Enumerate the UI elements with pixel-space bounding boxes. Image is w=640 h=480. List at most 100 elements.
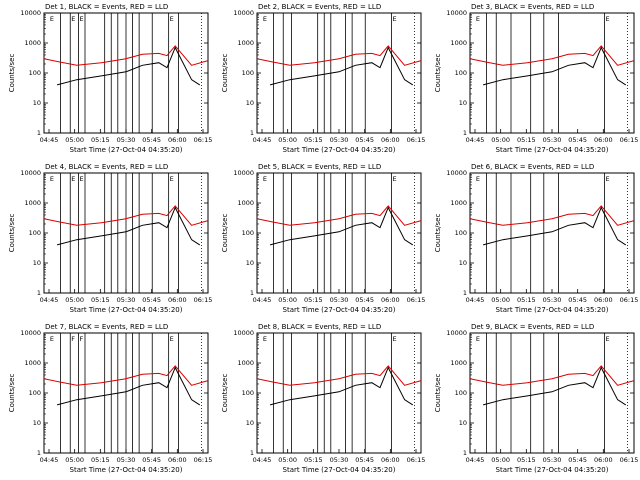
flag-label: E [71, 175, 75, 183]
panel-title: Det 7, BLACK = Events, RED = LLD [45, 323, 168, 331]
x-tick-label: 05:15 [517, 456, 536, 464]
events-series-line [56, 366, 201, 406]
detector-panel: E F F E 1 10 100 1000 10000 04:45 05:00 05:15 05:30 0… [8, 323, 212, 474]
lld-series-line [256, 205, 422, 226]
y-tick-label: 1 [250, 289, 254, 297]
x-tick-label: 06:15 [407, 136, 426, 144]
x-tick-label: 05:15 [91, 456, 110, 464]
y-tick-label: 10000 [233, 9, 254, 17]
y-tick-label: 100 [455, 389, 467, 397]
y-axis-label: Counts/sec [8, 374, 16, 413]
y-tick-label: 10000 [233, 329, 254, 337]
x-tick-label: 05:00 [278, 456, 297, 464]
panel-title: Det 6, BLACK = Events, RED = LLD [471, 163, 594, 171]
y-tick-label: 10 [33, 259, 41, 267]
x-tick-label: 05:15 [304, 136, 323, 144]
y-tick-label: 1000 [24, 199, 41, 207]
lld-series-line [469, 45, 635, 66]
detector-panel: E E 1 10 100 1000 10000 04:45 05:00 05:15 05:30 05:… [434, 3, 638, 154]
x-tick-label: 04:45 [466, 136, 485, 144]
y-tick-label: 1000 [237, 359, 254, 367]
detector-panel: E E 1 10 100 1000 10000 04:45 05:00 05:15 05:30 05:… [434, 163, 638, 314]
x-tick-label: 04:45 [253, 136, 272, 144]
flag-label: E [170, 335, 174, 343]
x-tick-label: 06:15 [407, 456, 426, 464]
x-tick-label: 06:15 [620, 296, 639, 304]
y-tick-label: 100 [29, 69, 41, 77]
lld-series-line [256, 365, 422, 386]
x-tick-label: 06:00 [168, 296, 187, 304]
events-series-line [482, 46, 627, 86]
x-tick-label: 05:45 [142, 456, 161, 464]
x-tick-label: 05:45 [355, 136, 374, 144]
x-tick-label: 05:00 [491, 136, 510, 144]
events-series-line [482, 206, 627, 246]
x-tick-label: 05:00 [65, 136, 84, 144]
y-tick-label: 100 [455, 229, 467, 237]
x-tick-label: 05:30 [330, 296, 349, 304]
x-tick-label: 05:15 [304, 296, 323, 304]
flag-label: E [605, 15, 609, 23]
y-tick-label: 1 [37, 449, 41, 457]
x-tick-label: 04:45 [40, 296, 59, 304]
events-series-line [482, 366, 627, 406]
y-tick-label: 10000 [20, 9, 41, 17]
y-tick-label: 100 [29, 229, 41, 237]
x-axis-label: Start Time (27-Oct-04 04:35:20) [496, 466, 609, 474]
x-tick-label: 04:45 [40, 456, 59, 464]
flag-label: E [71, 15, 75, 23]
y-tick-label: 1 [463, 449, 467, 457]
x-tick-label: 05:30 [117, 296, 136, 304]
y-tick-label: 1 [463, 129, 467, 137]
y-axis-label: Counts/sec [434, 374, 442, 413]
x-tick-label: 05:15 [91, 136, 110, 144]
x-tick-label: 06:15 [194, 136, 213, 144]
x-tick-label: 06:15 [620, 456, 639, 464]
detector-panel: E E 1 10 100 1000 10000 04:45 05:00 05:15 05:30 05:… [221, 323, 425, 474]
lld-series-line [43, 45, 209, 66]
y-tick-label: 1000 [450, 39, 467, 47]
panel-title: Det 9, BLACK = Events, RED = LLD [471, 323, 594, 331]
events-series-line [269, 46, 414, 86]
y-tick-label: 10 [33, 99, 41, 107]
detector-panel: E E 1 10 100 1000 10000 04:45 05:00 05:15 05:30 05:… [221, 163, 425, 314]
x-tick-label: 05:30 [330, 456, 349, 464]
flag-label: E [263, 175, 267, 183]
panel-title: Det 3, BLACK = Events, RED = LLD [471, 3, 594, 11]
y-tick-label: 1 [463, 289, 467, 297]
y-tick-label: 10000 [446, 9, 467, 17]
flag-label: E [79, 175, 83, 183]
x-tick-label: 05:45 [355, 296, 374, 304]
plot-frame [256, 172, 422, 294]
panel-title: Det 8, BLACK = Events, RED = LLD [258, 323, 381, 331]
events-series-line [56, 46, 201, 86]
y-tick-label: 1000 [24, 359, 41, 367]
lld-series-line [256, 45, 422, 66]
flag-label: E [50, 15, 54, 23]
flag-label: E [605, 175, 609, 183]
lld-series-line [43, 205, 209, 226]
y-tick-label: 10 [246, 419, 254, 427]
flag-label: E [50, 335, 54, 343]
y-axis-label: Counts/sec [8, 54, 16, 93]
x-tick-label: 04:45 [466, 296, 485, 304]
x-tick-label: 05:45 [568, 136, 587, 144]
flag-label: E [263, 335, 267, 343]
x-tick-label: 05:15 [91, 296, 110, 304]
detector-panel: E E 1 10 100 1000 10000 04:45 05:00 05:15 05:30 05:… [221, 3, 425, 154]
x-axis-label: Start Time (27-Oct-04 04:35:20) [70, 146, 183, 154]
y-tick-label: 1 [250, 449, 254, 457]
x-axis-label: Start Time (27-Oct-04 04:35:20) [283, 306, 396, 314]
flag-label: E [476, 15, 480, 23]
x-tick-label: 06:00 [381, 136, 400, 144]
panel-title: Det 5, BLACK = Events, RED = LLD [258, 163, 381, 171]
y-tick-label: 100 [242, 229, 254, 237]
x-tick-label: 04:45 [40, 136, 59, 144]
y-tick-label: 1000 [450, 359, 467, 367]
x-tick-label: 05:15 [304, 456, 323, 464]
x-tick-label: 04:45 [253, 456, 272, 464]
x-tick-label: 06:15 [620, 136, 639, 144]
y-tick-label: 10000 [233, 169, 254, 177]
flag-label: F [79, 335, 83, 343]
